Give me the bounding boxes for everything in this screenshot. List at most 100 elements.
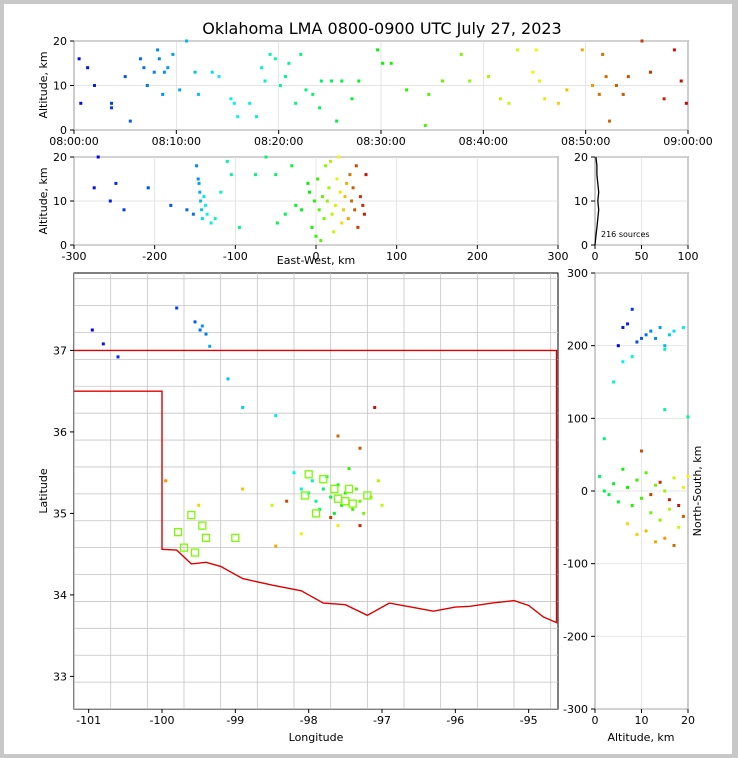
plan-view-point: [285, 499, 289, 503]
plan-view-axes-frame: [73, 272, 559, 710]
ew-altitude-point: [202, 195, 206, 199]
plan-view-point: [274, 414, 278, 418]
ew-altitude-point: [237, 225, 241, 229]
time-height-point: [389, 61, 393, 65]
ew-altitude-point: [338, 190, 342, 194]
histogram-xtick-label: 0: [592, 250, 599, 263]
ew-altitude-point: [330, 212, 334, 216]
time-height-point: [604, 75, 608, 79]
time-height-ytick-label: 20: [53, 35, 67, 48]
altitude-ns-ytick-label: 200: [567, 340, 588, 353]
plan-view-xtick-label: -96: [446, 714, 464, 727]
time-height-point: [110, 101, 113, 105]
ew-altitude-point: [196, 177, 200, 181]
source-count-label: 216 sources: [601, 230, 650, 239]
ew-altitude-point: [325, 199, 329, 203]
ew-altitude-xtick-label: 200: [467, 250, 488, 263]
ew-altitude-point: [114, 181, 118, 185]
altitude-ns-point: [686, 475, 690, 478]
altitude-ns-point: [640, 449, 643, 453]
altitude-ns-point: [630, 355, 634, 359]
altitude-ns-point: [663, 408, 667, 412]
altitude-ns-point: [621, 360, 625, 364]
ew-altitude-point: [329, 159, 332, 163]
altitude-ns-point: [626, 322, 629, 326]
time-height-xtick-label: 08:50:00: [561, 135, 610, 148]
lma-station-marker: [319, 475, 328, 484]
time-height-point: [556, 101, 560, 105]
ew-altitude-point: [354, 164, 358, 168]
time-height-point: [185, 39, 189, 43]
altitude-ns-point: [667, 333, 671, 337]
time-height-point: [311, 92, 315, 96]
altitude-ns-ylabel: North-South, km: [691, 446, 704, 537]
histogram-ytick-label: 20: [574, 151, 588, 164]
plan-view-point: [314, 499, 318, 503]
lma-station-marker: [179, 543, 189, 552]
plan-view-point: [204, 332, 208, 336]
plan-view-ytick-label: 37: [53, 344, 67, 357]
ew-altitude-point: [122, 208, 126, 212]
plan-view-point: [351, 507, 355, 511]
ew-altitude-point: [199, 199, 203, 203]
altitude-ns-point: [672, 476, 676, 480]
lma-station-marker: [173, 528, 183, 537]
altitude-ns-xtick-label: 0: [592, 714, 599, 727]
time-height-point: [255, 115, 258, 119]
ew-altitude-point: [321, 195, 324, 199]
altitude-ns-point: [677, 525, 681, 529]
time-height-point: [543, 97, 547, 101]
time-height-point: [260, 66, 264, 70]
plan-view-point: [241, 406, 245, 409]
plan-view-point: [175, 306, 179, 310]
time-height-point: [156, 48, 160, 52]
altitude-ns-panel: 0 10 20 -300 -200 -100 0 100 200 300 Altitude, km…: [563, 267, 704, 744]
ew-altitude-point: [146, 186, 150, 190]
plan-view-point: [116, 355, 120, 359]
time-height-point: [299, 52, 303, 56]
time-height-point: [565, 88, 569, 92]
ew-altitude-point: [322, 217, 326, 221]
time-height-point: [640, 39, 644, 43]
ew-altitude-point: [364, 173, 368, 177]
time-height-point: [278, 84, 282, 87]
ew-altitude-point: [319, 239, 323, 243]
time-height-point: [350, 97, 354, 101]
time-height-point: [487, 75, 490, 79]
ew-altitude-point: [358, 195, 362, 199]
time-height-point: [263, 79, 267, 83]
plan-view-xtick-label: -101: [76, 714, 101, 727]
ew-altitude-point: [362, 212, 366, 216]
plan-view-point: [226, 377, 230, 381]
time-height-point: [614, 84, 618, 87]
time-height-point: [608, 119, 611, 123]
ew-altitude-point: [213, 217, 217, 221]
plan-view-point: [347, 467, 351, 471]
plan-view-point: [358, 524, 362, 528]
plan-view-point: [164, 479, 168, 483]
plan-view-point: [299, 487, 303, 491]
time-height-point: [335, 119, 339, 123]
time-height-point: [217, 75, 221, 79]
time-height-xtick-label: 08:00:00: [49, 135, 98, 148]
ew-altitude-xtick-label: -300: [62, 250, 87, 263]
ew-altitude-xtick-label: 0: [313, 250, 320, 263]
ew-altitude-panel: -300 -200 -100 0 100 200 300 0 10 20 East-West, k…: [37, 151, 569, 267]
ew-altitude-point: [337, 155, 341, 159]
time-height-point: [319, 79, 323, 83]
ew-altitude-ytick-label: 0: [60, 239, 67, 252]
time-height-point: [197, 92, 200, 96]
ew-altitude-point: [283, 212, 287, 216]
ew-altitude-point: [274, 173, 278, 177]
plan-view-point: [197, 503, 201, 507]
altitude-ns-point: [630, 504, 634, 507]
figure-title: Oklahoma LMA 0800-0900 UTC July 27, 2023: [202, 19, 561, 38]
ew-altitude-point: [348, 173, 352, 177]
plan-view-point: [329, 495, 333, 499]
ew-altitude-point: [92, 186, 96, 190]
time-height-point: [210, 70, 214, 74]
lma-station-marker: [231, 533, 240, 543]
plan-view-point: [270, 503, 274, 507]
altitude-ns-point: [663, 344, 667, 348]
ew-altitude-point: [327, 186, 331, 190]
